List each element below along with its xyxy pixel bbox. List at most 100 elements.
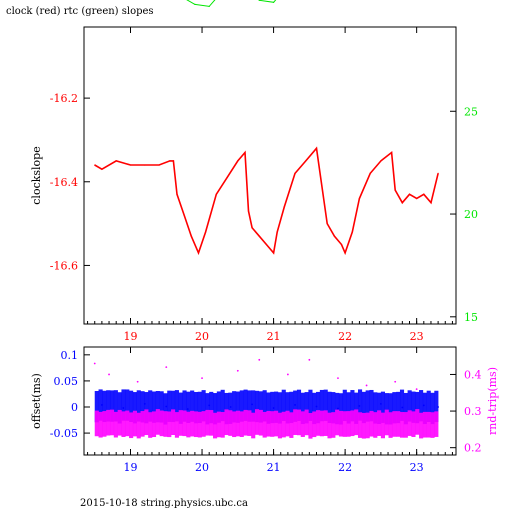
top-y-tick-label: -16.6 xyxy=(50,259,78,272)
series-offset-point xyxy=(422,404,425,407)
series-offset-band xyxy=(132,392,137,424)
series-offset-point xyxy=(229,406,232,408)
bottom-x-tick-label: 23 xyxy=(410,461,424,474)
series-clock-point xyxy=(283,206,285,208)
series-clock-point xyxy=(237,160,239,162)
series-offset-band xyxy=(338,393,344,425)
series-rnd-trip-band xyxy=(426,411,431,438)
series-rnd-trip-band xyxy=(396,411,401,437)
series-rnd-trip-point xyxy=(236,369,239,372)
series-offset-band xyxy=(361,391,366,424)
series-rnd-trip-band xyxy=(94,410,99,437)
series-clock-point xyxy=(265,243,268,246)
series-offset-band xyxy=(94,391,99,423)
series-rnd-trip-band xyxy=(335,409,340,436)
series-clock-point xyxy=(169,160,171,162)
series-rnd-trip-point xyxy=(165,366,168,369)
series-clock-point xyxy=(183,214,185,216)
series-offset-band xyxy=(277,392,282,424)
series-offset-band xyxy=(419,390,424,422)
series-offset-band xyxy=(102,390,107,423)
series-offset-band xyxy=(392,392,397,424)
series-clock-point xyxy=(258,235,260,237)
series-rnd-trip-band xyxy=(430,412,435,438)
series-offset-band xyxy=(323,389,328,421)
series-rnd-trip-band xyxy=(136,412,141,439)
series-offset-band xyxy=(357,389,363,421)
series-offset-band xyxy=(213,393,218,425)
series-offset-band xyxy=(308,389,313,422)
series-rtc-point xyxy=(272,1,275,3)
series-offset-band xyxy=(342,389,347,422)
series-offset-band xyxy=(422,392,427,425)
series-clock-point xyxy=(394,189,396,191)
series-rnd-trip-point xyxy=(258,358,261,361)
top-x-tick-label: 20 xyxy=(195,330,209,343)
series-offset-band xyxy=(281,389,286,422)
series-rnd-trip-band xyxy=(338,410,344,437)
series-rnd-trip-point xyxy=(337,377,339,380)
series-rnd-trip-band xyxy=(205,409,210,436)
series-offset-band xyxy=(186,391,191,423)
series-offset-band xyxy=(293,390,298,422)
series-offset-point xyxy=(100,404,103,406)
series-rnd-trip-band xyxy=(262,411,267,438)
series-offset-band xyxy=(220,389,225,422)
series-rnd-trip-band xyxy=(132,410,137,437)
bottom-x-tick-label: 20 xyxy=(195,461,209,474)
series-offset-point xyxy=(315,405,318,408)
series-rnd-trip-band xyxy=(174,412,179,438)
series-rnd-trip-band xyxy=(316,410,321,436)
bottom-y-tick-label: -0.05 xyxy=(50,427,78,440)
series-clock-point xyxy=(333,235,335,237)
series-offset-band xyxy=(190,390,195,422)
series-clock-point xyxy=(276,231,278,233)
series-offset-band xyxy=(144,392,149,424)
series-offset-band xyxy=(258,391,263,423)
series-rnd-trip-point xyxy=(365,384,368,387)
series-clock-point xyxy=(226,176,228,179)
series-offset-band xyxy=(346,392,351,424)
series-rnd-trip-band xyxy=(296,409,302,436)
series-rnd-trip-band xyxy=(346,411,351,437)
series-clock-point xyxy=(205,231,207,233)
series-offset-band xyxy=(373,392,378,424)
series-offset-band xyxy=(327,391,332,424)
series-rnd-trip-point xyxy=(108,373,110,376)
series-rnd-trip-band xyxy=(186,411,191,438)
series-rnd-trip-band xyxy=(285,410,290,437)
series-clock-line xyxy=(94,146,439,256)
series-rnd-trip-band xyxy=(224,409,229,436)
series-clock-point xyxy=(244,151,246,154)
series-rnd-trip-band xyxy=(167,411,172,438)
series-offset-band xyxy=(129,390,134,422)
series-rtc-point xyxy=(208,5,210,8)
series-rnd-trip-band xyxy=(354,409,359,436)
series-rnd-trip-band xyxy=(357,412,363,438)
slopes-chart: 19 20 21 22 23 -16.6 -16.4 -16.2 15 20 25 clockslop… xyxy=(30,0,478,343)
series-offset-point xyxy=(165,405,168,408)
series-rtc-point xyxy=(258,0,260,1)
series-clock-point xyxy=(272,252,275,254)
series-clock-point xyxy=(430,202,432,204)
series-offset-band xyxy=(312,392,317,425)
series-rnd-trip-point xyxy=(415,388,418,391)
series-offset-band xyxy=(319,389,324,422)
series-offset-point xyxy=(337,407,339,410)
series-clock-point xyxy=(315,147,318,149)
series-offset-band xyxy=(117,392,122,424)
series-offset-band xyxy=(121,389,126,421)
series-offset-band xyxy=(254,390,260,423)
series-offset-band xyxy=(159,391,164,423)
series-clock-point xyxy=(172,160,175,162)
bottom-y-tick-label: 0.1 xyxy=(61,349,79,362)
series-offset-band xyxy=(205,393,210,425)
series-offset-band xyxy=(430,392,435,425)
series-offset-band xyxy=(163,393,168,425)
series-offset-band xyxy=(243,389,248,421)
series-clock-point xyxy=(176,193,178,195)
series-rnd-trip-band xyxy=(327,412,332,439)
series-rnd-trip-band xyxy=(319,410,324,437)
series-offset-band xyxy=(369,389,374,422)
series-rnd-trip-band xyxy=(434,411,439,437)
